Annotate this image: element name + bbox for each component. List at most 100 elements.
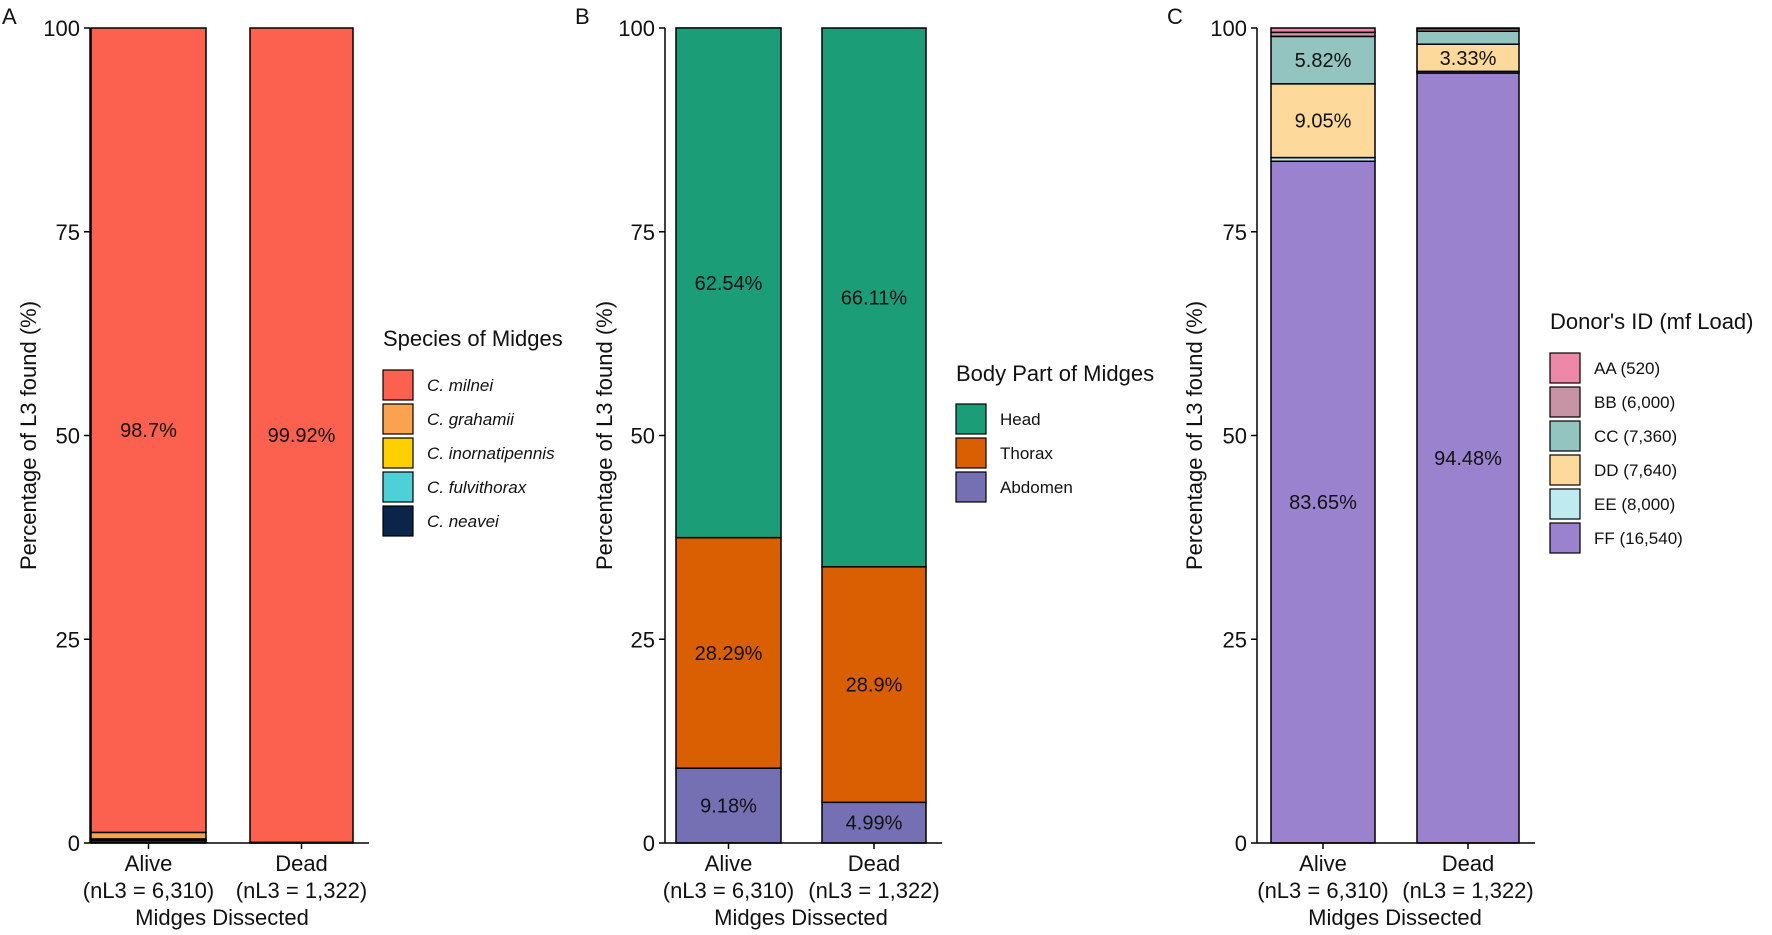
- y-tick-label: 75: [56, 220, 80, 245]
- x-axis-title: Midges Dissected: [135, 905, 309, 930]
- y-tick-label: 75: [631, 220, 655, 245]
- y-tick-label: 50: [631, 424, 655, 449]
- x-tick-sublabel: (nL3 = 1,322): [1402, 878, 1533, 903]
- x-tick-label: Dead: [1442, 851, 1495, 876]
- data-label: 4.99%: [846, 813, 903, 835]
- legend-label: C. grahamii: [427, 410, 515, 429]
- legend-label: BB (6,000): [1594, 393, 1675, 412]
- legend-label: C. fulvithorax: [427, 478, 527, 497]
- x-tick-label: Dead: [275, 851, 328, 876]
- y-axis-title: Percentage of L3 found (%): [16, 301, 41, 570]
- legend-swatch: [1549, 454, 1581, 486]
- legend: Species of Midges C. milnei C. grahamii C. …: [382, 326, 563, 537]
- legend-swatch: [382, 505, 414, 537]
- legend-title: Species of Midges: [383, 326, 563, 351]
- data-label: 66.11%: [841, 287, 908, 309]
- legend-swatch: [382, 369, 414, 401]
- x-tick-label: Dead: [848, 851, 901, 876]
- panel-a: A Percentage of L3 found (%) 0 25 50 75 100 Ali…: [2, 4, 563, 930]
- data-label: 9.05%: [1295, 111, 1352, 133]
- legend-label: DD (7,640): [1594, 461, 1677, 480]
- x-tick-sublabel: (nL3 = 6,310): [83, 878, 214, 903]
- bar-segment-c-0-2: [1270, 83, 1376, 159]
- panel-b: B Percentage of L3 found (%) 0 25 50 75 100 Ali…: [575, 4, 1154, 930]
- bar-segment-c-1-5: [1416, 27, 1520, 30]
- legend-swatch: [955, 403, 987, 435]
- y-tick-label: 100: [1210, 16, 1247, 41]
- x-tick-label: Alive: [705, 851, 753, 876]
- x-tick-sublabel: (nL3 = 1,322): [808, 878, 939, 903]
- legend-label: C. milnei: [427, 376, 494, 395]
- bar-segment-a-0-4: [90, 27, 207, 834]
- y-tick-label: 25: [631, 627, 655, 652]
- legend-label: C. inornatipennis: [427, 444, 555, 463]
- y-axis-title: Percentage of L3 found (%): [1182, 301, 1207, 570]
- legend-swatch: [382, 403, 414, 435]
- y-tick-label: 0: [1235, 831, 1247, 856]
- legend-title: Body Part of Midges: [956, 361, 1154, 386]
- panel-letter: C: [1167, 4, 1183, 29]
- bar-segment-b-0-1: [675, 536, 782, 769]
- bar-segment-b-1-0: [821, 801, 927, 844]
- legend-label: FF (16,540): [1594, 529, 1683, 548]
- data-label: 28.9%: [846, 675, 903, 697]
- x-tick-sublabel: (nL3 = 1,322): [236, 878, 367, 903]
- legend-label: C. neavei: [427, 512, 500, 531]
- legend-swatch: [1549, 352, 1581, 384]
- legend-swatch: [382, 471, 414, 503]
- bar-segment-b-1-2: [821, 27, 927, 568]
- bar-segment-c-0-5: [1270, 27, 1376, 34]
- legend-swatch: [955, 471, 987, 503]
- data-label: 62.54%: [695, 273, 763, 295]
- legend-label: Thorax: [1000, 444, 1053, 463]
- y-tick-label: 100: [618, 16, 655, 41]
- y-tick-label: 25: [56, 627, 80, 652]
- bar-segment-a-0-3: [90, 831, 207, 840]
- x-tick-label: Alive: [1299, 851, 1347, 876]
- bar-segment-c-1-0: [1416, 72, 1520, 844]
- data-label: 5.82%: [1295, 50, 1352, 72]
- y-tick-label: 75: [1223, 220, 1247, 245]
- x-axis-title: Midges Dissected: [1308, 905, 1482, 930]
- panel-letter: B: [575, 4, 590, 29]
- data-label: 94.48%: [1434, 448, 1502, 470]
- x-axis-title: Midges Dissected: [714, 905, 888, 930]
- data-label: 98.7%: [120, 420, 177, 442]
- bar-segment-c-1-3: [1416, 30, 1520, 45]
- bar-segment-b-1-1: [821, 566, 927, 804]
- legend: Body Part of Midges Head Thorax Abdomen: [955, 361, 1154, 503]
- legend-label: Head: [1000, 410, 1041, 429]
- legend-label: CC (7,360): [1594, 427, 1677, 446]
- legend-swatch: [1549, 522, 1581, 554]
- legend: Donor's ID (mf Load) AA (520) BB (6,000) CC…: [1549, 309, 1754, 554]
- legend-title: Donor's ID (mf Load): [1550, 309, 1754, 334]
- y-axis-title: Percentage of L3 found (%): [592, 301, 617, 570]
- x-tick-sublabel: (nL3 = 6,310): [663, 878, 794, 903]
- legend-swatch: [382, 437, 414, 469]
- legend-swatch: [1549, 488, 1581, 520]
- y-tick-label: 25: [1223, 627, 1247, 652]
- data-label: 28.29%: [695, 643, 763, 665]
- bar-segment-b-0-2: [675, 27, 782, 539]
- y-tick-label: 100: [43, 16, 80, 41]
- y-tick-label: 0: [643, 831, 655, 856]
- y-tick-label: 50: [1223, 424, 1247, 449]
- data-label: 83.65%: [1289, 492, 1357, 514]
- legend-label: Abdomen: [1000, 478, 1073, 497]
- x-tick-sublabel: (nL3 = 6,310): [1257, 878, 1388, 903]
- data-label: 9.18%: [700, 796, 757, 818]
- legend-label: EE (8,000): [1594, 495, 1675, 514]
- x-tick-label: Alive: [125, 851, 173, 876]
- legend-swatch: [1549, 420, 1581, 452]
- panel-c: C Percentage of L3 found (%) 0 25 50 75 100 Ali…: [1167, 4, 1754, 930]
- y-tick-label: 0: [68, 831, 80, 856]
- legend-label: AA (520): [1594, 359, 1660, 378]
- legend-swatch: [1549, 386, 1581, 418]
- bar-segment-b-0-0: [675, 767, 782, 844]
- legend-swatch: [955, 437, 987, 469]
- data-label: 99.92%: [268, 425, 336, 447]
- panel-letter: A: [2, 4, 17, 29]
- data-label: 3.33%: [1440, 48, 1497, 70]
- y-tick-label: 50: [56, 424, 80, 449]
